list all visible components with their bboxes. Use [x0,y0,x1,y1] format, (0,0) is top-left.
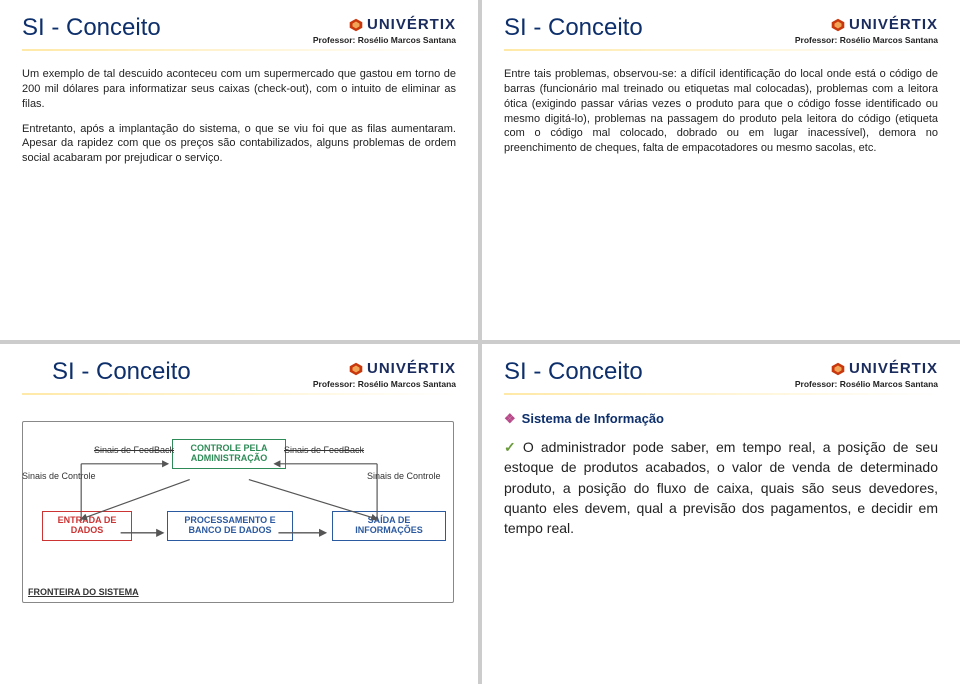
hex-icon [831,18,845,32]
slide-top-right: SI - Conceito UNIVÉRTIX Professor: Rosél… [482,0,960,340]
paragraph: Um exemplo de tal descuido aconteceu com… [22,67,456,112]
label-sinais-feedback-left: Sinais de FeedBack [94,445,174,455]
separator [504,49,938,51]
slide-bottom-left: SI - Conceito UNIVÉRTIX Professor: Rosél… [0,344,478,684]
slide-title: SI - Conceito [504,14,643,42]
professor-text: Professor: Rosélio Marcos Santana [795,379,938,389]
slide-body: Um exemplo de tal descuido aconteceu com… [22,67,456,166]
check-icon: ✓ [504,439,519,455]
professor-text: Professor: Rosélio Marcos Santana [795,35,938,45]
professor-text: Professor: Rosélio Marcos Santana [313,35,456,45]
hex-icon [831,362,845,376]
logo-row: UNIVÉRTIX [831,16,938,33]
label-frontier: FRONTEIRA DO SISTEMA [28,587,139,597]
box-label: CONTROLE PELA ADMINISTRAÇÃO [190,443,267,463]
slide-top-left: SI - Conceito UNIVÉRTIX Professor: Rosél… [0,0,478,340]
brand-text: UNIVÉRTIX [849,16,938,33]
subtitle: ❖ Sistema de Informação [504,411,938,427]
slide-header: SI - Conceito UNIVÉRTIX Professor: Rosél… [22,14,456,45]
slide-title: SI - Conceito [52,358,191,386]
box-label: SAÍDA DE INFORMAÇÕES [355,515,423,535]
professor-text: Professor: Rosélio Marcos Santana [313,379,456,389]
box-label: PROCESSAMENTO E BANCO DE DADOS [184,515,275,535]
system-diagram: CONTROLE PELA ADMINISTRAÇÃO ENTRADA DE D… [22,411,456,631]
slide-bottom-right: SI - Conceito UNIVÉRTIX Professor: Rosél… [482,344,960,684]
hex-icon [349,18,363,32]
logo-block: UNIVÉRTIX Professor: Rosélio Marcos Sant… [795,16,938,45]
slide-header: SI - Conceito UNIVÉRTIX Professor: Rosél… [504,358,938,389]
label-sinais-controle-left: Sinais de Controle [22,471,96,481]
slides-grid: SI - Conceito UNIVÉRTIX Professor: Rosél… [0,0,960,684]
logo-row: UNIVÉRTIX [831,360,938,377]
label-sinais-feedback-right: Sinais de FeedBack [284,445,364,455]
box-saida: SAÍDA DE INFORMAÇÕES [332,511,446,541]
separator [22,49,456,51]
logo-block: UNIVÉRTIX Professor: Rosélio Marcos Sant… [795,360,938,389]
logo-row: UNIVÉRTIX [349,16,456,33]
paragraph: Entre tais problemas, observou-se: a dif… [504,67,938,156]
box-controle-admin: CONTROLE PELA ADMINISTRAÇÃO [172,439,286,469]
brand-text: UNIVÉRTIX [367,360,456,377]
logo-row: UNIVÉRTIX [349,360,456,377]
separator [504,393,938,395]
paragraph: ✓O administrador pode saber, em tempo re… [504,437,938,538]
slide-body: ❖ Sistema de Informação ✓O administrador … [504,411,938,538]
diamond-icon: ❖ [504,411,516,426]
box-processamento: PROCESSAMENTO E BANCO DE DADOS [167,511,293,541]
logo-block: UNIVÉRTIX Professor: Rosélio Marcos Sant… [313,360,456,389]
subtitle-text: Sistema de Informação [522,411,664,426]
slide-body: Entre tais problemas, observou-se: a dif… [504,67,938,156]
brand-text: UNIVÉRTIX [367,16,456,33]
box-label: ENTRADA DE DADOS [58,515,117,535]
brand-text: UNIVÉRTIX [849,360,938,377]
logo-block: UNIVÉRTIX Professor: Rosélio Marcos Sant… [313,16,456,45]
label-sinais-controle-right: Sinais de Controle [367,471,441,481]
slide-header: SI - Conceito UNIVÉRTIX Professor: Rosél… [22,358,456,389]
separator [22,393,456,395]
box-entrada-dados: ENTRADA DE DADOS [42,511,132,541]
slide-title: SI - Conceito [22,14,161,42]
paragraph: Entretanto, após a implantação do sistem… [22,122,456,167]
slide-header: SI - Conceito UNIVÉRTIX Professor: Rosél… [504,14,938,45]
slide-title: SI - Conceito [504,358,643,386]
hex-icon [349,362,363,376]
paragraph-text: O administrador pode saber, em tempo rea… [504,439,938,536]
